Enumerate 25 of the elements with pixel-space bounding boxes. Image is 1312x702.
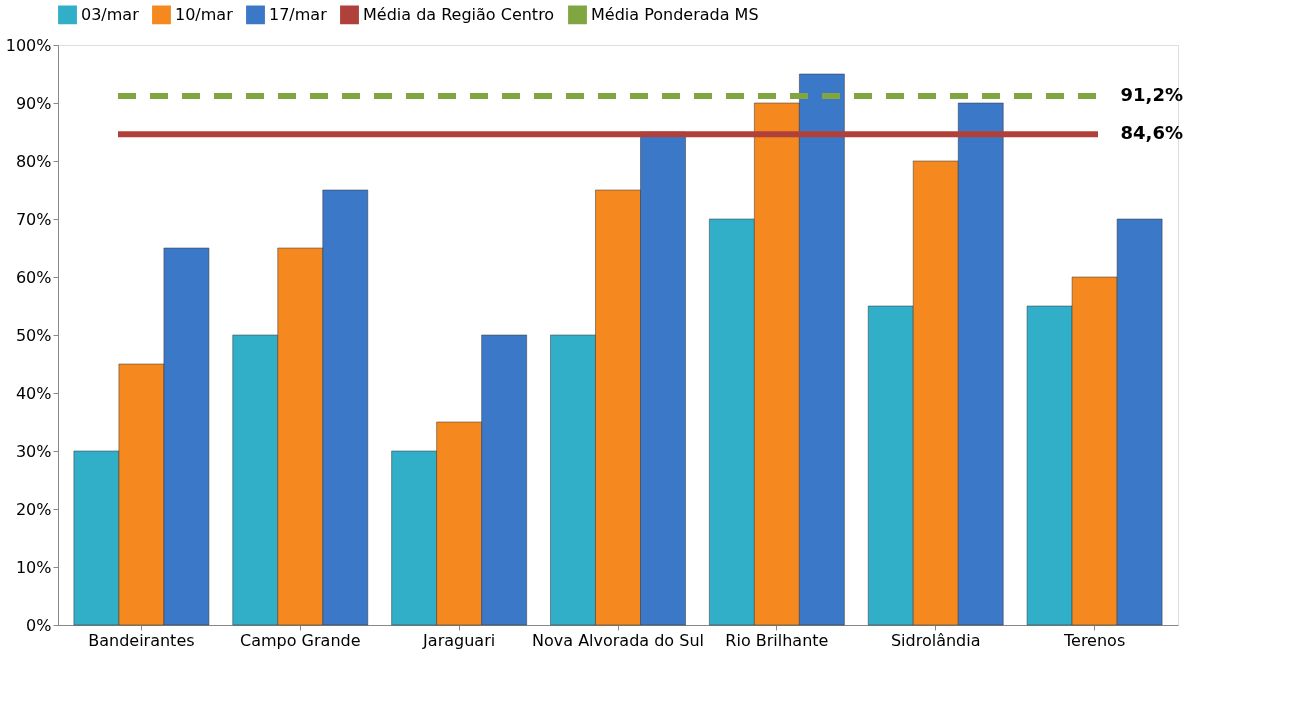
y-tick-label: 10%	[15, 557, 52, 577]
x-tick-label: Jaraguari	[422, 630, 496, 650]
y-tick-label: 90%	[15, 93, 52, 113]
x-tick-label: Campo Grande	[240, 630, 361, 650]
y-tick-label: 60%	[15, 267, 52, 287]
x-tick-label: Sidrolândia	[890, 630, 981, 650]
y-tick-label: 0%	[26, 615, 52, 635]
legend-label: Média da Região Centro	[363, 4, 555, 24]
y-tick-label: 30%	[15, 441, 52, 461]
y-tick-label: 40%	[15, 383, 52, 403]
x-tick-label: Terenos	[1062, 630, 1126, 650]
y-tick-label: 20%	[15, 499, 52, 519]
x-tick-label: Bandeirantes	[88, 630, 195, 650]
annotation: 84,6%	[1120, 122, 1183, 144]
annotation: 91,2%	[1120, 84, 1183, 106]
y-tick-label: 100%	[5, 35, 52, 55]
y-tick-label: 70%	[15, 209, 52, 229]
x-tick-label: Rio Brilhante	[725, 630, 829, 650]
legend-label: Média Ponderada MS	[591, 4, 759, 24]
x-tick-label: Nova Alvorada do Sul	[532, 630, 704, 650]
y-tick-label: 80%	[15, 151, 52, 171]
y-tick-label: 50%	[15, 325, 52, 345]
legend-label: 10/mar	[175, 4, 234, 24]
legend-label: 03/mar	[81, 4, 140, 24]
legend-label: 17/mar	[269, 4, 328, 24]
